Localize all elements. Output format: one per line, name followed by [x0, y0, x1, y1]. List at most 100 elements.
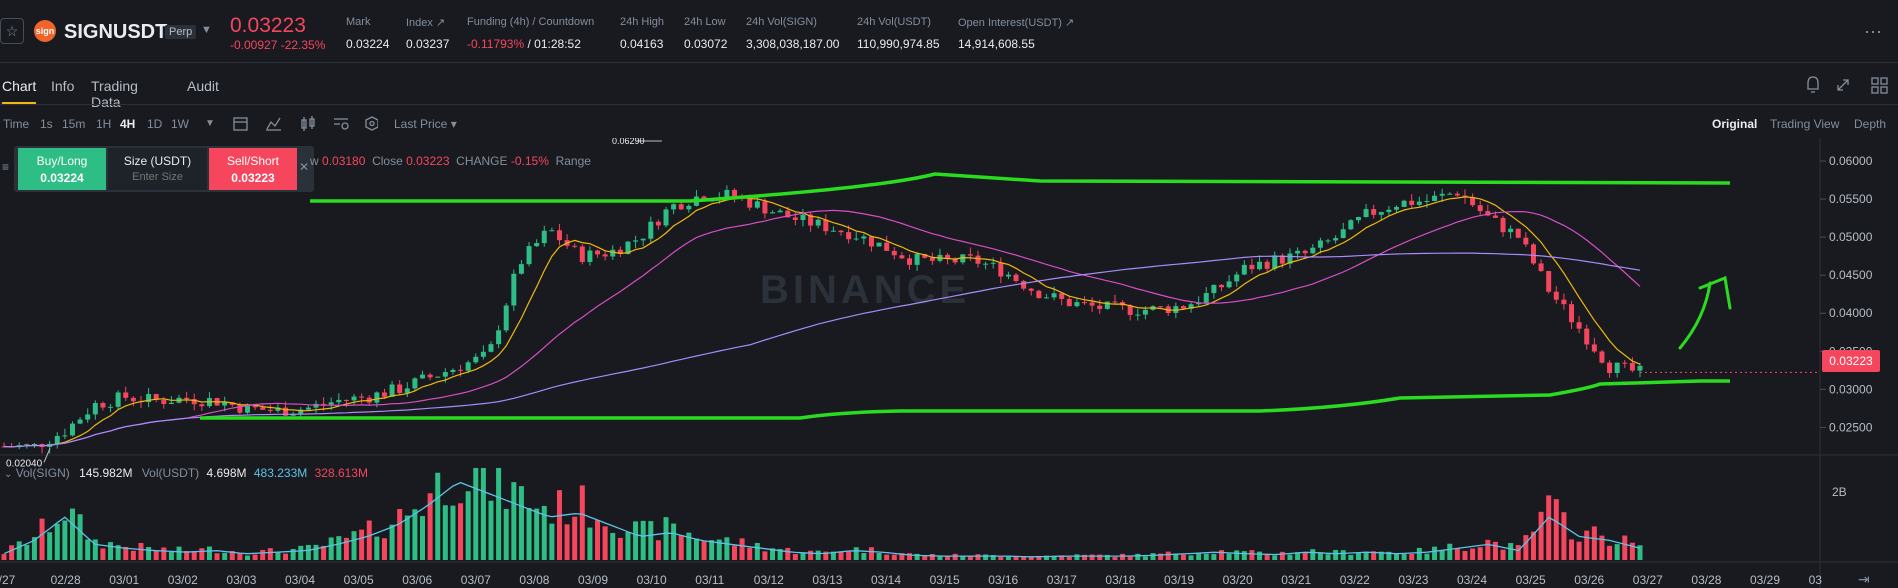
candle-body [1340, 229, 1346, 239]
sell-short-button[interactable]: Sell/Short 0.03223 [209, 148, 297, 190]
volume-bar [945, 555, 951, 560]
star-icon[interactable]: ☆ [0, 18, 24, 44]
view-trading-view[interactable]: Trading View [1770, 117, 1840, 131]
volume-bar [1378, 551, 1384, 560]
draw-tools-icon[interactable] [334, 118, 349, 130]
size-field[interactable]: Size (USDT) [108, 148, 207, 190]
volume-bar [1158, 553, 1164, 560]
candle-body [518, 264, 524, 274]
expand-icon[interactable] [1837, 79, 1849, 91]
indicator-icon[interactable] [266, 117, 281, 131]
candle-body [359, 396, 365, 398]
candle-body [1211, 284, 1217, 294]
x-tick-label: 03/04 [285, 573, 315, 587]
x-tick-label: 03/28 [1691, 573, 1721, 587]
tab-info[interactable]: Info [51, 78, 75, 94]
volume-bar [85, 539, 91, 560]
volume-bar [663, 517, 669, 560]
candle-body [336, 399, 342, 403]
view-original[interactable]: Original [1712, 117, 1758, 131]
candle-type-icon[interactable] [301, 116, 315, 131]
interval-15m[interactable]: 15m [62, 117, 86, 131]
candle-body [884, 242, 890, 251]
view-depth[interactable]: Depth [1854, 117, 1887, 131]
interval-1s[interactable]: 1s [40, 117, 53, 131]
layout-grid-icon[interactable] [1871, 77, 1888, 94]
volume-bar [138, 543, 144, 560]
candle-body [526, 246, 532, 265]
candle-body [1614, 362, 1620, 374]
ellipsis-icon[interactable]: ⋯ [1864, 22, 1882, 42]
coin-logo: sign [34, 20, 56, 42]
volume-bar [1523, 535, 1529, 560]
y-tick-label: 0.06000 [1829, 154, 1873, 168]
tab-chart[interactable]: Chart [2, 78, 37, 94]
contract-badge: Perp [165, 25, 197, 39]
drag-handle-icon[interactable]: ≡ [2, 160, 10, 174]
volume-bar [184, 550, 190, 560]
price-chart[interactable]: BINANCE 0.06000 0.05500 0.05000 0.04500 0.040… [0, 138, 1898, 588]
candle-body [427, 374, 433, 378]
volume-bar [1218, 550, 1224, 560]
ma7-line [3, 196, 1641, 448]
interval-1d[interactable]: 1D [147, 117, 163, 131]
interval-4h[interactable]: 4H [120, 117, 136, 131]
settings-icon[interactable] [365, 116, 378, 131]
candle-body [229, 402, 235, 405]
last-price: 0.03223 [230, 14, 306, 37]
candle-body [1333, 238, 1339, 241]
stat-index-label[interactable]: Index ↗ [406, 17, 446, 29]
candle-body [1142, 309, 1148, 315]
x-tick-label: 03/26 [1574, 573, 1604, 587]
more-intervals-icon[interactable]: ▼ [205, 118, 215, 129]
volume-bar [237, 553, 243, 560]
size-input[interactable] [110, 170, 205, 184]
change-value: -0.15% [510, 154, 549, 168]
stat-vol-sign-label: 24h Vol(SIGN) [746, 16, 817, 28]
volume-bar [1599, 535, 1605, 560]
x-tick-label: 03/14 [871, 573, 901, 587]
volume-bar [252, 554, 258, 560]
tab-trading-data[interactable]: Trading Data [91, 78, 138, 110]
volume-bar [648, 521, 654, 560]
price-type-select[interactable]: Last Price ▾ [394, 117, 457, 131]
volume-bar [146, 547, 152, 560]
candle-body [792, 217, 798, 220]
volume-bar [526, 508, 532, 560]
candle-body [1310, 247, 1316, 254]
volume-bar [1013, 556, 1019, 560]
candle-body [153, 394, 159, 400]
range-label: Range [555, 154, 591, 168]
interval-time[interactable]: Time [3, 117, 30, 131]
close-icon[interactable]: ✕ [299, 160, 310, 174]
symbol-name[interactable]: SIGNUSDT [64, 21, 168, 43]
volume-bar [534, 508, 540, 560]
fit-axis-icon[interactable]: ⇥ [1858, 571, 1870, 587]
x-tick-label: 03/08 [519, 573, 549, 587]
interval-1w[interactable]: 1W [171, 117, 189, 131]
volume-bar [564, 524, 570, 560]
candle-body [1561, 299, 1567, 305]
tab-audit[interactable]: Audit [187, 78, 219, 94]
candle-body [1218, 284, 1224, 288]
candle-body [1530, 244, 1536, 264]
stat-high-label: 24h High [620, 16, 665, 28]
interval-1h[interactable]: 1H [96, 117, 112, 131]
calendar-icon[interactable] [233, 117, 248, 131]
candle-body [1363, 209, 1369, 217]
candle-body [724, 189, 730, 198]
chevron-down-icon[interactable]: ▼ [201, 24, 212, 36]
stat-oi-label[interactable]: Open Interest(USDT) ↗ [958, 17, 1075, 29]
volume-bar [480, 468, 486, 560]
volume-bar [572, 516, 578, 560]
volume-bar [1515, 545, 1521, 560]
collapse-icon[interactable]: ⌄ [4, 469, 13, 480]
bell-icon[interactable] [1807, 76, 1819, 93]
candle-body [1005, 274, 1011, 277]
stat-vol-usdt-value: 110,990,974.85 [857, 37, 940, 51]
candle-body [747, 197, 753, 208]
volume-bar [206, 546, 212, 560]
candle-body [115, 392, 121, 407]
volume-bar [1569, 539, 1575, 560]
buy-long-button[interactable]: Buy/Long 0.03224 [18, 148, 106, 190]
